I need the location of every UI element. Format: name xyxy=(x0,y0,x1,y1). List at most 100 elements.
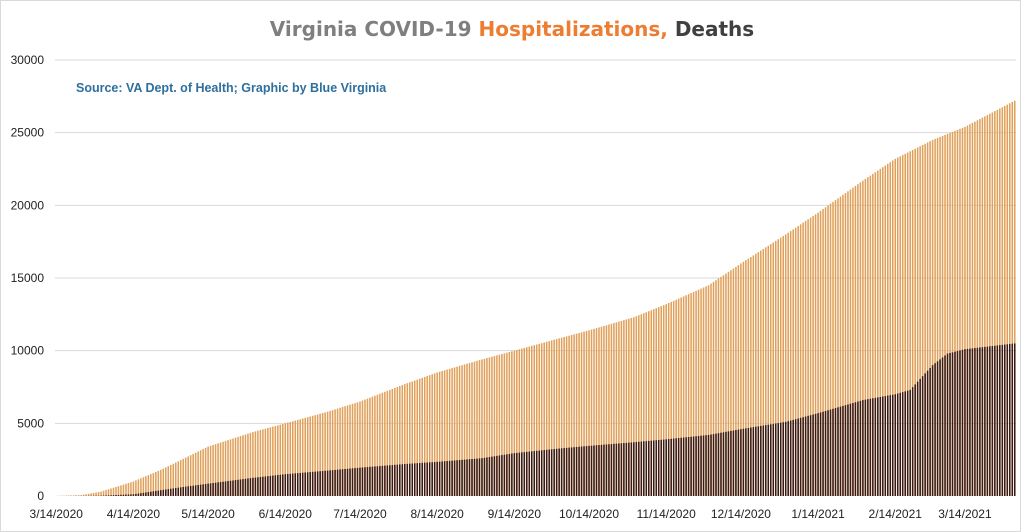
y-tick-label: 20000 xyxy=(11,198,45,212)
deaths-bar xyxy=(1004,344,1006,496)
deaths-bar xyxy=(670,438,672,496)
hospitalizations-bar xyxy=(563,337,565,496)
hospitalizations-bar xyxy=(349,404,351,496)
hospitalizations-bar xyxy=(471,362,473,496)
hospitalizations-bar xyxy=(272,426,274,496)
hospitalizations-bar xyxy=(184,457,187,496)
hospitalizations-bar xyxy=(665,304,667,496)
deaths-bar xyxy=(974,348,976,496)
deaths-bar xyxy=(463,459,466,496)
hospitalizations-bar xyxy=(613,323,615,496)
x-tick-label: 9/14/2020 xyxy=(488,507,542,521)
deaths-bar xyxy=(598,445,600,496)
hospitalizations-bar xyxy=(204,447,207,496)
deaths-bar xyxy=(182,487,184,496)
hospitalizations-bar xyxy=(648,311,650,496)
hospitalizations-bar xyxy=(991,112,994,496)
deaths-bar xyxy=(687,437,690,496)
hospitalizations-bar xyxy=(262,429,264,496)
hospitalizations-bar xyxy=(899,156,901,496)
hospitalizations-bar xyxy=(722,275,725,496)
deaths-bar xyxy=(197,484,199,496)
hospitalizations-bar xyxy=(911,150,914,496)
hospitalizations-bar xyxy=(585,330,588,496)
deaths-bar xyxy=(299,472,301,496)
hospitalizations-bar xyxy=(341,407,344,496)
deaths-bar xyxy=(172,488,175,496)
hospitalizations-bar xyxy=(924,143,926,496)
hospitalizations-bar xyxy=(662,305,665,496)
hospitalizations-bar xyxy=(862,180,864,496)
deaths-bar xyxy=(834,408,837,496)
hospitalizations-bar xyxy=(150,474,152,496)
y-tick-label: 5000 xyxy=(17,416,44,430)
deaths-bar xyxy=(747,427,750,496)
deaths-bar xyxy=(794,419,797,496)
hospitalizations-bar xyxy=(735,266,737,496)
deaths-bar xyxy=(274,475,277,496)
hospitalizations-bar xyxy=(433,373,436,496)
deaths-bar xyxy=(862,400,864,496)
hospitalizations-bar xyxy=(896,157,899,496)
deaths-bar xyxy=(809,415,812,496)
deaths-bar xyxy=(304,472,306,496)
deaths-bar xyxy=(730,430,732,496)
deaths-bar xyxy=(710,434,712,496)
deaths-bar xyxy=(560,448,563,496)
deaths-bar xyxy=(859,400,862,496)
hospitalizations-bar xyxy=(252,432,254,496)
deaths-bar xyxy=(700,435,702,496)
deaths-bar xyxy=(817,413,819,496)
hospitalizations-bar xyxy=(267,428,269,496)
deaths-bar xyxy=(242,479,244,496)
hospitalizations-bar xyxy=(279,424,282,496)
deaths-bar xyxy=(979,347,981,496)
deaths-bar xyxy=(745,428,747,496)
deaths-bar xyxy=(784,421,787,496)
hospitalizations-bar xyxy=(792,229,794,496)
deaths-bar xyxy=(267,476,269,496)
hospitalizations-bar xyxy=(254,431,257,496)
hospitalizations-bar xyxy=(97,492,100,496)
deaths-bar xyxy=(580,446,583,496)
hospitalizations-bar xyxy=(391,388,394,496)
hospitalizations-bar xyxy=(209,445,212,496)
hospitalizations-bar xyxy=(232,438,234,496)
hospitalizations-bar xyxy=(655,308,658,496)
hospitalizations-bar xyxy=(615,322,618,496)
deaths-bar xyxy=(453,460,456,496)
hospitalizations-bar xyxy=(125,483,127,496)
hospitalizations-bar xyxy=(891,160,894,496)
hospitalizations-bar xyxy=(822,209,824,497)
hospitalizations-bar xyxy=(817,212,819,496)
hospitalizations-bar xyxy=(869,175,872,496)
hospitalizations-bar xyxy=(994,111,996,496)
deaths-bar xyxy=(411,463,414,496)
deaths-bar xyxy=(404,464,406,496)
hospitalizations-bar xyxy=(590,329,593,496)
deaths-bar xyxy=(1013,343,1016,496)
hospitalizations-bar xyxy=(916,147,919,497)
hospitalizations-bar xyxy=(476,360,478,496)
deaths-bar xyxy=(204,483,207,496)
hospitalizations-bar xyxy=(750,257,752,496)
deaths-bar xyxy=(909,389,911,496)
hospitalizations-bar xyxy=(366,398,369,496)
deaths-bar xyxy=(613,443,615,496)
x-tick-label: 10/14/2020 xyxy=(559,507,619,521)
deaths-bar xyxy=(321,470,324,496)
deaths-bar xyxy=(282,474,284,496)
deaths-bar xyxy=(752,427,755,496)
title-part-hospitalizations: Hospitalizations, xyxy=(479,17,675,41)
deaths-bar xyxy=(1006,344,1009,496)
x-tick-label: 4/14/2020 xyxy=(107,507,161,521)
deaths-bar xyxy=(707,434,710,496)
deaths-bar xyxy=(692,436,695,496)
hospitalizations-bar xyxy=(351,403,354,496)
deaths-bar xyxy=(772,423,775,496)
hospitalizations-bar xyxy=(956,129,959,496)
hospitalizations-bar xyxy=(294,420,297,496)
deaths-bar xyxy=(386,465,389,496)
deaths-bar xyxy=(501,455,503,496)
deaths-bar xyxy=(473,458,476,496)
